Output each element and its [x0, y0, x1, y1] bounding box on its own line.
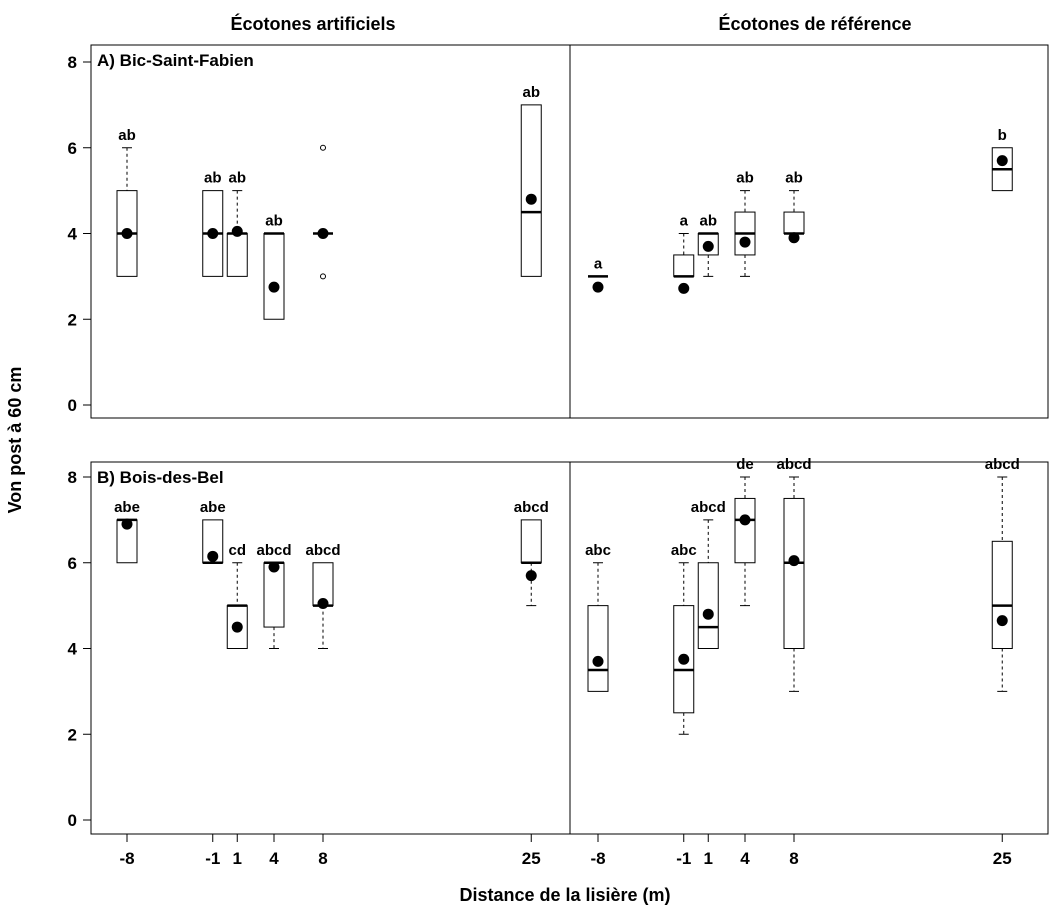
significance-letter: b — [998, 127, 1007, 144]
significance-letter: ab — [204, 170, 222, 187]
significance-letter: ab — [699, 213, 717, 230]
y-tick-label: 0 — [68, 396, 77, 415]
significance-letter: de — [736, 456, 754, 473]
box — [263, 233, 285, 320]
mean-point — [996, 155, 1008, 167]
box — [226, 233, 248, 277]
x-tick-label: 1 — [233, 849, 242, 868]
mean-point — [231, 225, 243, 237]
column-title-reference: Écotones de référence — [718, 13, 911, 34]
mean-point — [121, 518, 133, 530]
mean-point — [268, 281, 280, 293]
significance-letter: abc — [585, 542, 611, 559]
significance-letter: abcd — [776, 456, 811, 473]
mean-point — [592, 281, 604, 293]
x-tick-label: 8 — [318, 849, 327, 868]
mean-point — [678, 282, 690, 294]
box — [697, 562, 719, 649]
x-tick-label: 4 — [269, 849, 279, 868]
y-tick-label: 8 — [68, 468, 77, 487]
significance-letter: ab — [522, 84, 540, 101]
mean-point — [702, 240, 714, 252]
mean-point — [268, 561, 280, 573]
significance-letter: abe — [114, 499, 140, 516]
significance-letter: cd — [228, 542, 246, 559]
significance-letter: abcd — [691, 499, 726, 516]
mean-point — [231, 621, 243, 633]
box — [673, 254, 695, 277]
x-axis-label: Distance de la lisière (m) — [459, 885, 670, 905]
box — [734, 497, 756, 564]
x-tick-label: 25 — [993, 849, 1012, 868]
x-tick-label: 8 — [789, 849, 798, 868]
outlier-point — [320, 273, 326, 280]
panel-title: B) Bois-des-Bel — [97, 468, 224, 487]
y-tick-label: 4 — [68, 225, 78, 244]
significance-letter: abcd — [514, 499, 549, 516]
mean-point — [525, 193, 537, 205]
significance-letter: abcd — [256, 542, 291, 559]
y-tick-label: 2 — [68, 310, 77, 329]
box — [783, 497, 805, 649]
box — [520, 519, 542, 564]
outlier-point — [320, 144, 326, 151]
mean-point — [317, 228, 329, 239]
box — [991, 540, 1013, 649]
significance-letter: abe — [200, 499, 226, 516]
significance-letter: ab — [118, 127, 136, 144]
mean-point — [317, 597, 329, 609]
mean-point — [207, 550, 219, 562]
significance-letter: abcd — [985, 456, 1020, 473]
significance-letter: abcd — [305, 542, 340, 559]
box — [587, 605, 609, 692]
panel-title: A) Bic-Saint-Fabien — [97, 51, 254, 70]
mean-point — [592, 655, 604, 667]
y-tick-label: 8 — [68, 53, 77, 72]
mean-point — [525, 570, 537, 582]
y-axis-label: Von post à 60 cm — [5, 367, 25, 514]
y-tick-label: 6 — [68, 139, 77, 158]
x-tick-label: -8 — [590, 849, 605, 868]
mean-point — [739, 514, 751, 526]
y-tick-label: 6 — [68, 554, 77, 573]
mean-point — [788, 232, 800, 244]
significance-letter: ab — [785, 170, 803, 187]
mean-point — [996, 615, 1008, 627]
mean-point — [121, 228, 133, 239]
x-tick-label: -1 — [205, 849, 220, 868]
x-tick-label: -1 — [676, 849, 691, 868]
mean-point — [678, 653, 690, 665]
mean-point — [788, 555, 800, 567]
mean-point — [207, 228, 219, 239]
y-tick-label: 0 — [68, 811, 77, 830]
box — [520, 104, 542, 277]
mean-point — [702, 608, 714, 620]
significance-letter: a — [594, 255, 603, 272]
x-tick-label: 25 — [522, 849, 541, 868]
mean-point — [739, 236, 751, 248]
significance-letter: abc — [671, 542, 697, 559]
x-tick-label: 4 — [740, 849, 750, 868]
significance-letter: a — [680, 213, 689, 230]
x-tick-label: -8 — [119, 849, 134, 868]
x-tick-label: 1 — [704, 849, 713, 868]
column-title-artificial: Écotones artificiels — [230, 13, 395, 34]
significance-letter: ab — [265, 213, 283, 230]
box — [783, 211, 805, 234]
significance-letter: ab — [736, 170, 754, 187]
y-tick-label: 2 — [68, 725, 77, 744]
significance-letter: ab — [228, 170, 246, 187]
y-tick-label: 4 — [68, 640, 78, 659]
